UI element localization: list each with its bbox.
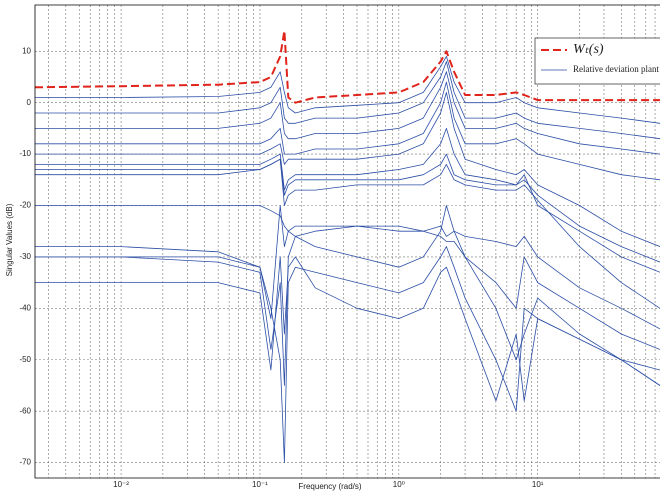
series-line xyxy=(34,29,660,104)
series-line xyxy=(35,92,660,247)
series-line xyxy=(35,205,660,386)
legend-label: Wₜ(s) xyxy=(573,42,604,57)
y-tick-label: -10 xyxy=(19,149,31,158)
y-tick-label: -30 xyxy=(19,252,31,261)
y-tick-label: 10 xyxy=(22,46,31,55)
y-tick-label: 0 xyxy=(27,98,32,107)
series-line xyxy=(35,225,660,386)
y-axis-label: Singular Values (dB) xyxy=(5,203,14,276)
series-line xyxy=(35,71,660,155)
plot-frame xyxy=(34,4,660,479)
series-line xyxy=(35,153,660,263)
series-line xyxy=(35,56,660,124)
y-tick-label: -60 xyxy=(19,406,31,415)
x-tick-label: 10¹ xyxy=(532,480,544,489)
x-tick-label: 10⁰ xyxy=(393,480,405,489)
x-axis-label: Frequency (rad/s) xyxy=(298,482,361,491)
x-tick-label: 10⁻² xyxy=(113,480,129,489)
y-tick-label: -20 xyxy=(19,201,31,210)
series-line xyxy=(35,61,660,140)
legend-box xyxy=(534,37,660,85)
series-line xyxy=(35,205,660,330)
x-tick-label: 10⁻¹ xyxy=(252,480,268,489)
series-line xyxy=(35,128,660,273)
y-tick-label: -40 xyxy=(19,303,31,312)
y-tick-label: -50 xyxy=(19,355,31,364)
y-tick-label: -70 xyxy=(19,458,31,467)
series-line xyxy=(35,158,660,309)
series-line xyxy=(35,81,660,181)
legend-label: Relative deviation plant xyxy=(573,64,659,74)
series-line xyxy=(35,256,660,402)
series-line xyxy=(35,246,660,463)
